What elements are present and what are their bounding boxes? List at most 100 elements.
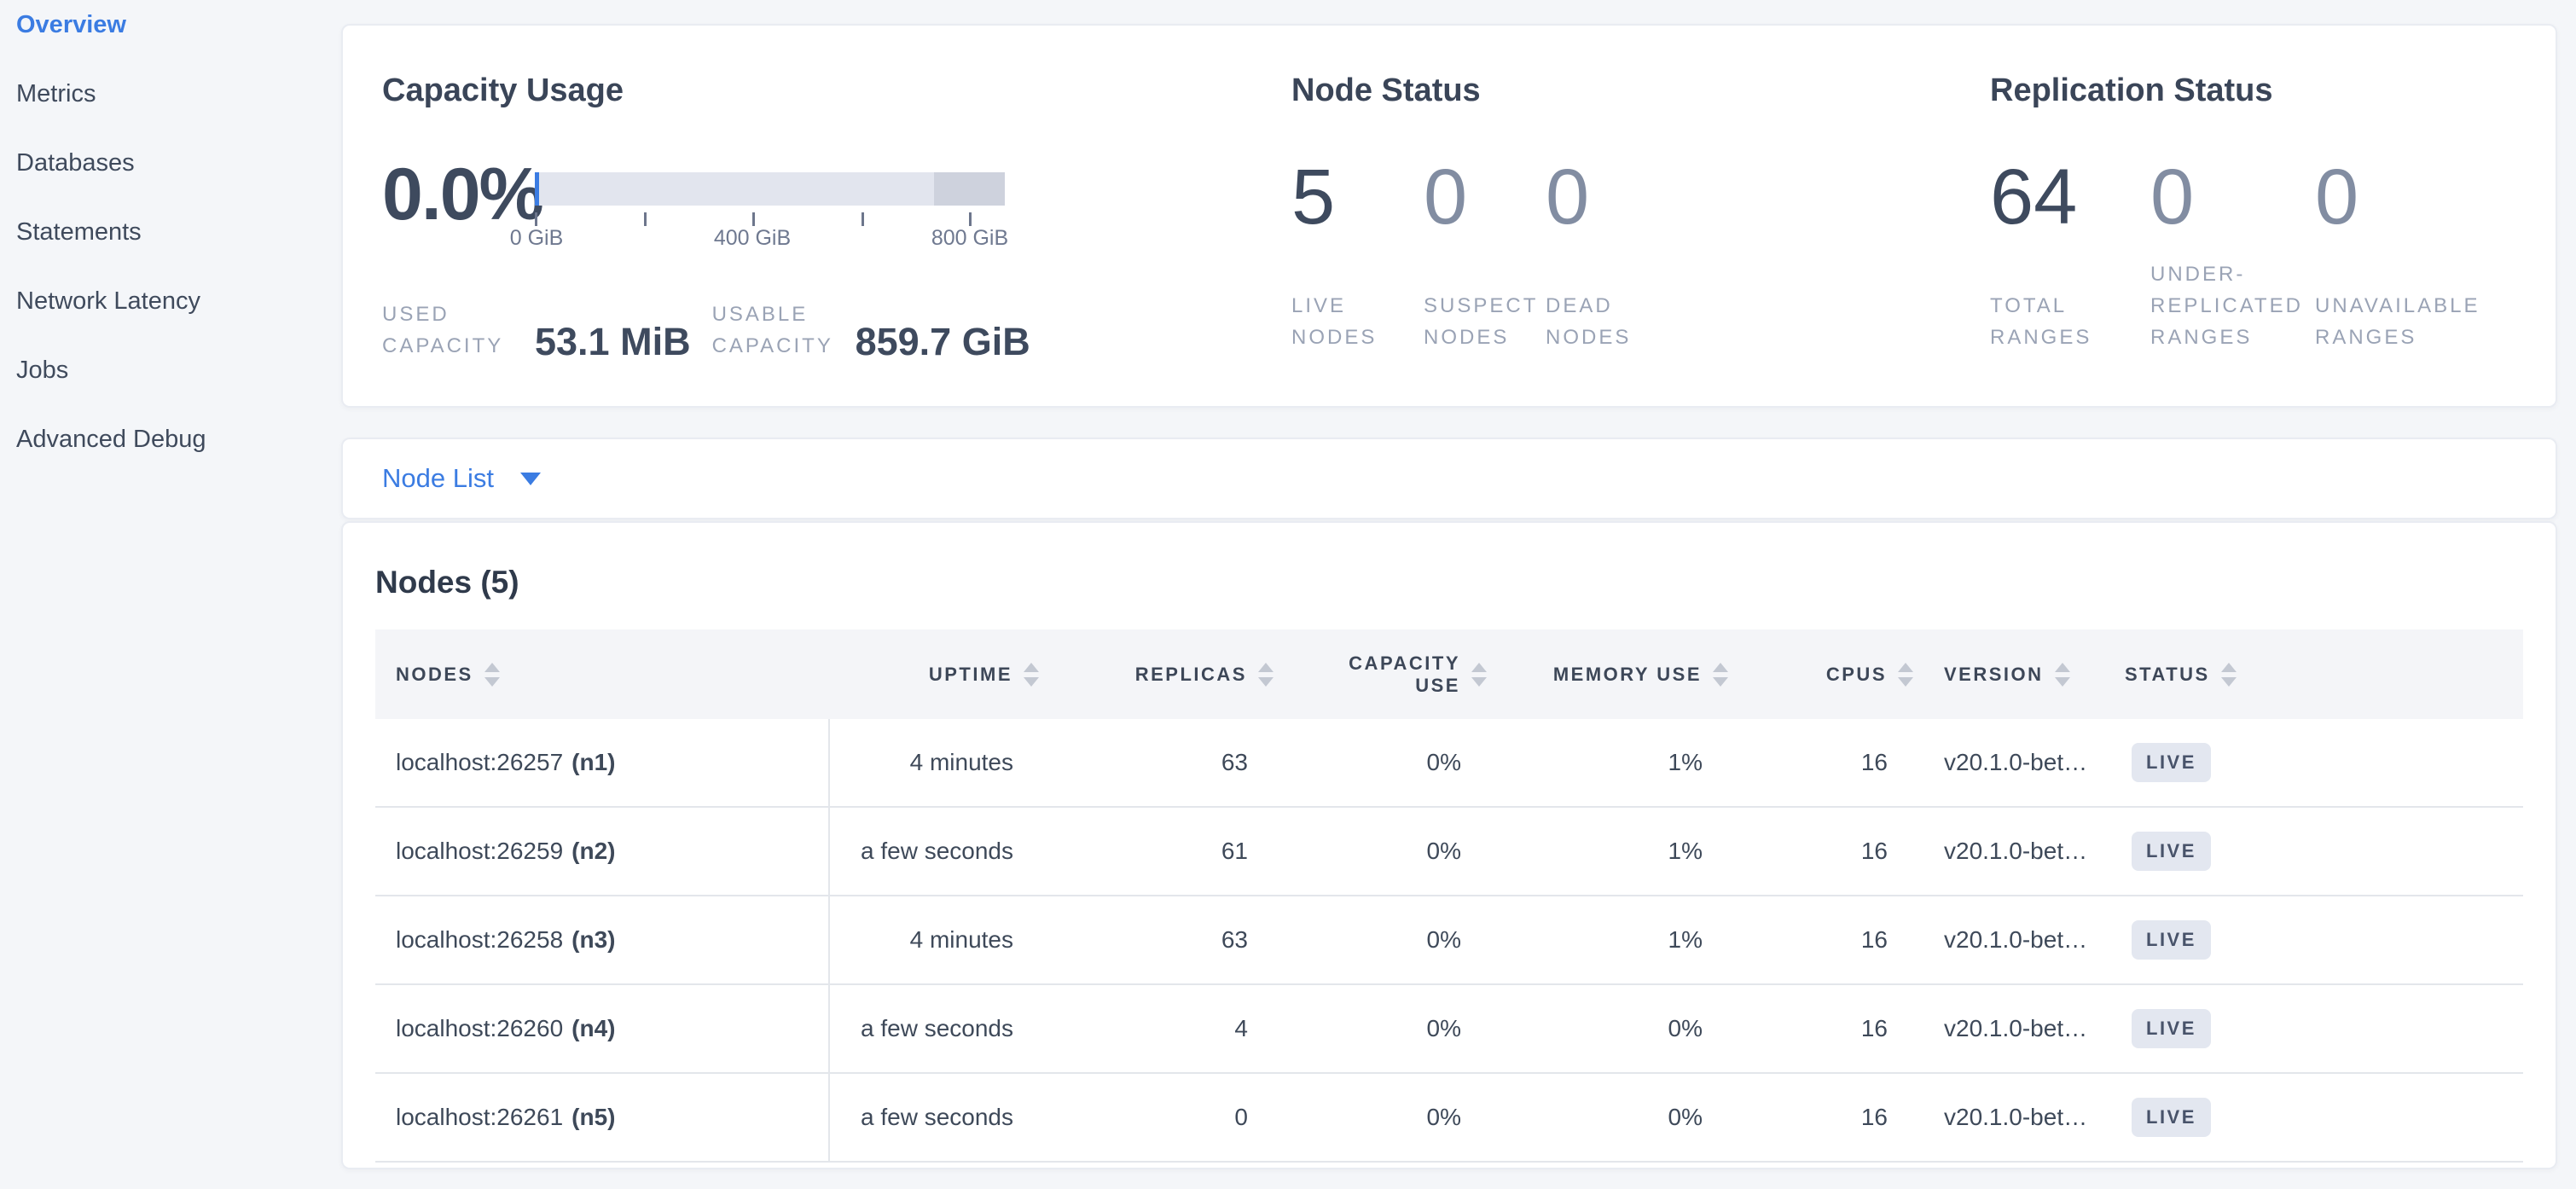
- status-badge: LIVE: [2132, 743, 2211, 782]
- cell-node-address: localhost:26258 (n3): [375, 896, 830, 983]
- cell-node-address: localhost:26260 (n4): [375, 985, 830, 1072]
- chevron-down-icon[interactable]: [519, 472, 541, 485]
- cell-status: LIVE: [2109, 808, 2523, 895]
- cell-capacity-use: 0%: [1426, 1015, 1461, 1041]
- cell-replicas: 0: [1234, 1104, 1248, 1130]
- cell-node-address: localhost:26259 (n2): [375, 808, 830, 895]
- suspect-nodes-value: 0: [1424, 154, 1468, 241]
- axis-label-0gib: 0 GiB: [509, 226, 564, 250]
- table-row-node-5[interactable]: localhost:26261 (n5) a few seconds 0 0% 0…: [375, 1074, 2523, 1163]
- sort-icon: [1024, 662, 1039, 687]
- dead-nodes-label: DEAD NODES: [1546, 294, 1632, 349]
- column-header-cpus[interactable]: CPUS: [1728, 662, 1913, 687]
- sort-icon: [1713, 662, 1728, 687]
- capacity-bar-chart: 0 GiB 400 GiB 800 GiB: [510, 172, 1008, 252]
- sort-icon: [1471, 662, 1487, 687]
- sort-icon: [1898, 662, 1913, 687]
- column-header-capacity-use[interactable]: CAPACITY USE: [1273, 652, 1487, 697]
- sidebar-item-overview[interactable]: Overview: [16, 11, 126, 38]
- cell-status: LIVE: [2109, 985, 2523, 1072]
- capacity-axis-labels: 0 GiB 400 GiB 800 GiB: [510, 226, 1008, 252]
- node-status-title: Node Status: [1291, 72, 1481, 108]
- sort-icon: [484, 662, 500, 687]
- column-header-nodes[interactable]: NODES: [375, 662, 830, 687]
- nodes-table: NODES UPTIME REPLICAS CAPACITY USE MEMOR…: [375, 629, 2523, 1163]
- cluster-summary-card: Capacity Usage 0.0% 0 GiB 400 GiB: [341, 24, 2557, 408]
- cell-replicas: 63: [1221, 749, 1248, 775]
- nodes-count-title: Nodes (5): [375, 565, 519, 600]
- total-ranges-label: TOTAL RANGES: [1990, 294, 2092, 349]
- cell-uptime: a few seconds: [861, 1015, 1013, 1041]
- cell-version: v20.1.0-bet…: [1944, 926, 2088, 953]
- capacity-bar-used-segment: [535, 172, 539, 206]
- replication-status-section: Replication Status 64 TOTAL RANGES 0 UND…: [1990, 26, 2556, 406]
- used-capacity-value: 53.1 MiB: [535, 320, 691, 363]
- cell-version: v20.1.0-bet…: [1944, 749, 2088, 775]
- node-list-dropdown[interactable]: Node List: [382, 463, 494, 493]
- cell-version: v20.1.0-bet…: [1944, 1015, 2088, 1041]
- cell-memory-use: 1%: [1668, 749, 1703, 775]
- sidebar-item-databases[interactable]: Databases: [16, 149, 135, 177]
- cell-node-address: localhost:26261 (n5): [375, 1074, 830, 1161]
- suspect-nodes-label: SUSPECT NODES: [1424, 294, 1538, 349]
- cell-capacity-use: 0%: [1426, 838, 1461, 864]
- status-badge: LIVE: [2132, 920, 2211, 960]
- node-status-section: Node Status 5 LIVE NODES 0 SUSPECT NODES…: [1291, 26, 1990, 406]
- column-header-status[interactable]: STATUS: [2109, 662, 2523, 687]
- capacity-usage-title: Capacity Usage: [382, 72, 624, 108]
- sidebar-item-statements[interactable]: Statements: [16, 218, 142, 246]
- unavailable-ranges-label: UNAVAILABLE RANGES: [2315, 294, 2480, 349]
- table-row-node-4[interactable]: localhost:26260 (n4) a few seconds 4 0% 0…: [375, 985, 2523, 1074]
- capacity-bar-other-segment: [934, 172, 1005, 206]
- cell-version: v20.1.0-bet…: [1944, 838, 2088, 864]
- capacity-percent-value: 0.0%: [382, 154, 544, 235]
- total-ranges-value: 64: [1990, 154, 2078, 241]
- cell-memory-use: 1%: [1668, 926, 1703, 953]
- view-selector-card: Node List: [341, 438, 2557, 519]
- under-replicated-ranges-label: UNDER-REPLICATED RANGES: [2150, 263, 2303, 349]
- cell-status: LIVE: [2109, 719, 2523, 806]
- cell-version: v20.1.0-bet…: [1944, 1104, 2088, 1130]
- live-nodes-value: 5: [1291, 154, 1336, 241]
- sort-icon: [1258, 662, 1273, 687]
- cell-replicas: 61: [1221, 838, 1248, 864]
- column-header-replicas[interactable]: REPLICAS: [1039, 662, 1273, 687]
- cell-cpus: 16: [1860, 926, 1888, 953]
- sidebar: Overview Metrics Databases Statements Ne…: [0, 0, 341, 1189]
- capacity-axis-ticks: [535, 206, 1005, 226]
- cell-status: LIVE: [2109, 1074, 2523, 1161]
- cell-cpus: 16: [1860, 749, 1888, 775]
- sidebar-item-network-latency[interactable]: Network Latency: [16, 287, 200, 315]
- sidebar-item-jobs[interactable]: Jobs: [16, 357, 69, 384]
- unavailable-ranges-value: 0: [2315, 154, 2359, 241]
- cell-memory-use: 1%: [1668, 838, 1703, 864]
- cell-cpus: 16: [1860, 1104, 1888, 1130]
- column-header-version[interactable]: VERSION: [1913, 662, 2109, 687]
- cell-replicas: 4: [1234, 1015, 1248, 1041]
- dead-nodes-value: 0: [1546, 154, 1590, 241]
- cell-uptime: 4 minutes: [909, 749, 1013, 775]
- usable-capacity-label: USABLE CAPACITY: [711, 303, 833, 357]
- column-header-uptime[interactable]: UPTIME: [830, 662, 1039, 687]
- nodes-table-header: NODES UPTIME REPLICAS CAPACITY USE MEMOR…: [375, 629, 2523, 719]
- column-header-memory-use[interactable]: MEMORY USE: [1487, 662, 1728, 687]
- sort-icon: [2220, 662, 2237, 687]
- cell-node-address: localhost:26257 (n1): [375, 719, 830, 806]
- sidebar-item-advanced-debug[interactable]: Advanced Debug: [16, 426, 206, 453]
- table-row-node-1[interactable]: localhost:26257 (n1) 4 minutes 63 0% 1% 1…: [375, 719, 2523, 808]
- cell-memory-use: 0%: [1668, 1104, 1703, 1130]
- status-badge: LIVE: [2132, 1098, 2211, 1137]
- capacity-usage-section: Capacity Usage 0.0% 0 GiB 400 GiB: [343, 26, 1291, 406]
- nodes-table-card: Nodes (5) NODES UPTIME REPLICAS CAPACITY…: [341, 521, 2557, 1169]
- table-row-node-2[interactable]: localhost:26259 (n2) a few seconds 61 0% …: [375, 808, 2523, 896]
- cell-uptime: a few seconds: [861, 1104, 1013, 1130]
- table-row-node-3[interactable]: localhost:26258 (n3) 4 minutes 63 0% 1% 1…: [375, 896, 2523, 985]
- cell-replicas: 63: [1221, 926, 1248, 953]
- cell-uptime: 4 minutes: [909, 926, 1013, 953]
- used-capacity-label: USED CAPACITY: [382, 303, 504, 357]
- cell-memory-use: 0%: [1668, 1015, 1703, 1041]
- cell-status: LIVE: [2109, 896, 2523, 983]
- cell-capacity-use: 0%: [1426, 926, 1461, 953]
- live-nodes-label: LIVE NODES: [1291, 294, 1378, 349]
- sidebar-item-metrics[interactable]: Metrics: [16, 80, 96, 107]
